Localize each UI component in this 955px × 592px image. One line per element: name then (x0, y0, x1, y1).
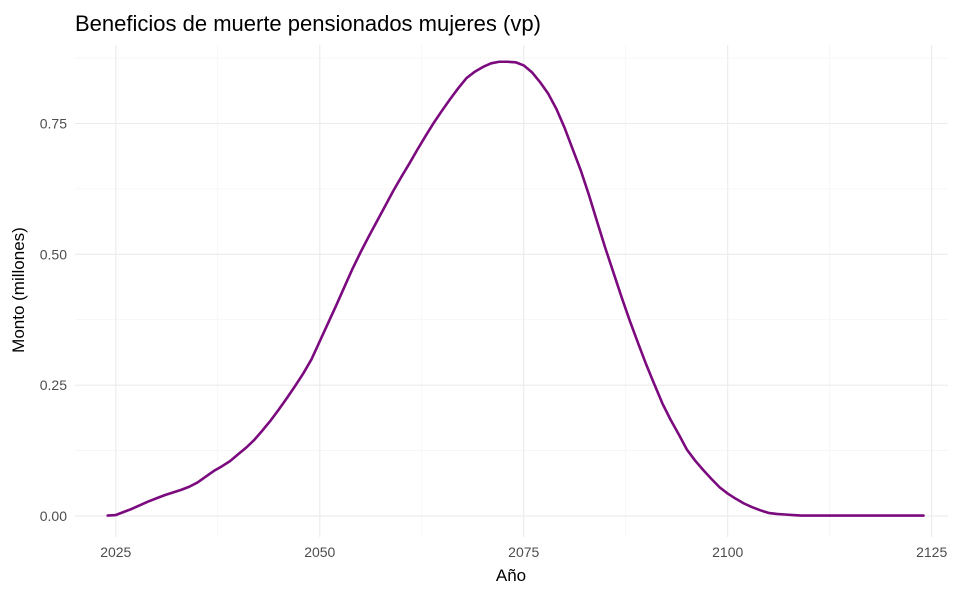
grid (75, 45, 948, 537)
y-tick-label: 0.75 (40, 116, 67, 132)
y-axis: 0.00 0.25 0.50 0.75 (40, 116, 67, 525)
y-tick-label: 0.25 (40, 377, 67, 393)
y-tick-label: 0.00 (40, 508, 67, 524)
x-tick-label: 2050 (304, 544, 335, 560)
x-tick-label: 2075 (508, 544, 539, 560)
x-tick-label: 2125 (916, 544, 947, 560)
x-tick-label: 2025 (100, 544, 131, 560)
series-layer (106, 60, 925, 517)
x-axis-title: Año (496, 566, 526, 585)
chart-title: Beneficios de muerte pensionados mujeres… (75, 11, 541, 36)
y-axis-title: Monto (millones) (9, 227, 28, 353)
y-tick-label: 0.50 (40, 246, 67, 262)
x-axis: 2025 2050 2075 2100 2125 (100, 544, 947, 560)
series-line (106, 60, 925, 517)
x-tick-label: 2100 (712, 544, 743, 560)
